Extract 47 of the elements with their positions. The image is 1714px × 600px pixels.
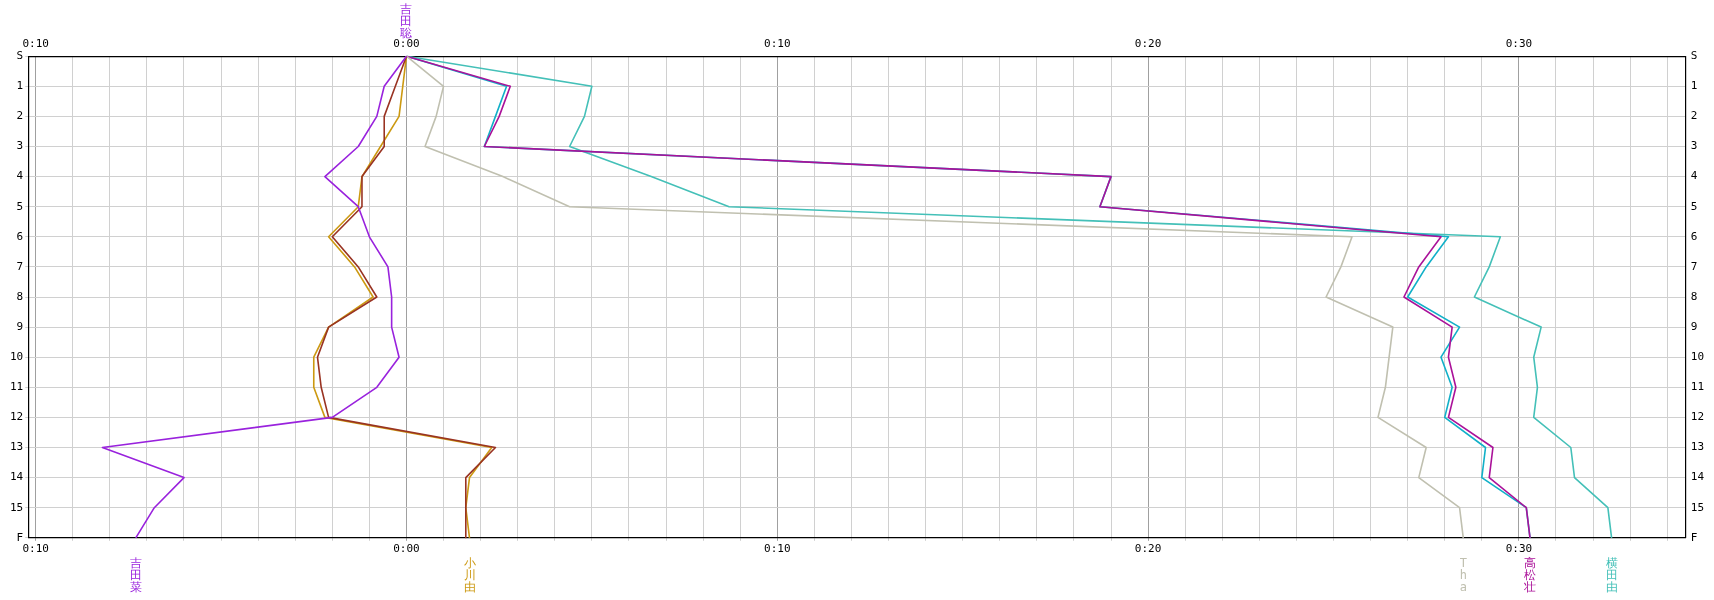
y-tick-label: F bbox=[1690, 530, 1698, 544]
category-label: 3 bbox=[16, 139, 24, 153]
y-tick-label: 6 bbox=[1690, 229, 1698, 243]
category-label: 14 bbox=[10, 470, 24, 484]
y-tick-label: S bbox=[1690, 49, 1698, 63]
x2-tick-label: 0:30 bbox=[1505, 37, 1533, 51]
category-label: 12 bbox=[10, 410, 24, 424]
y-tick-label: 1 bbox=[1690, 79, 1698, 93]
x-tick-label: 0:10 bbox=[22, 542, 49, 556]
y-tick-label: 9 bbox=[1690, 319, 1698, 333]
series-label: 横田由 bbox=[1605, 555, 1618, 594]
x2-tick-label: 0:10 bbox=[764, 37, 791, 51]
y-tick-label: 7 bbox=[1690, 259, 1698, 273]
y-tick-label: 2 bbox=[1690, 109, 1698, 123]
category-label: 7 bbox=[16, 259, 24, 273]
y-tick-label: 8 bbox=[1690, 289, 1698, 303]
y-tick-label: 5 bbox=[1690, 199, 1698, 213]
y-tick-label: 13 bbox=[1690, 440, 1704, 454]
y-tick-label: 3 bbox=[1690, 139, 1698, 153]
y-tick-label: 14 bbox=[1690, 470, 1705, 484]
category-label: F bbox=[16, 530, 24, 544]
series-label: 小川由 bbox=[463, 555, 476, 594]
x2-tick-label: 0:10 bbox=[22, 37, 49, 51]
y-tick-label: 4 bbox=[1690, 169, 1698, 183]
category-label: 13 bbox=[10, 440, 24, 454]
series-label: 高松壮 bbox=[1523, 555, 1537, 594]
y-tick-label: 11 bbox=[1690, 380, 1704, 394]
category-label: 4 bbox=[16, 169, 24, 183]
x-tick-label: 0:30 bbox=[1505, 542, 1533, 556]
category-label: 12 bbox=[16, 79, 24, 123]
y-tick-label: 15 bbox=[1690, 500, 1704, 514]
category-label: 8 bbox=[16, 289, 24, 303]
series-label: Tha bbox=[1459, 555, 1467, 594]
category-label: 9 bbox=[16, 319, 24, 333]
x2-tick-label: 0:20 bbox=[1134, 37, 1162, 51]
category-label: 5 bbox=[16, 199, 24, 213]
y-tick-label: 12 bbox=[1690, 410, 1704, 424]
x-tick-label: 0:20 bbox=[1134, 542, 1162, 556]
x-tick-label: 0:00 bbox=[393, 542, 420, 556]
y-tick-label: 10 bbox=[1690, 350, 1704, 364]
category-label: 11 bbox=[10, 380, 24, 394]
category-label: 10 bbox=[10, 350, 24, 364]
category-label: 15 bbox=[10, 500, 24, 514]
category-label: S bbox=[16, 49, 24, 63]
series-label: 吉田菜 bbox=[129, 555, 142, 594]
category-label: 6 bbox=[16, 229, 24, 243]
x-tick-label: 0:10 bbox=[764, 542, 791, 556]
